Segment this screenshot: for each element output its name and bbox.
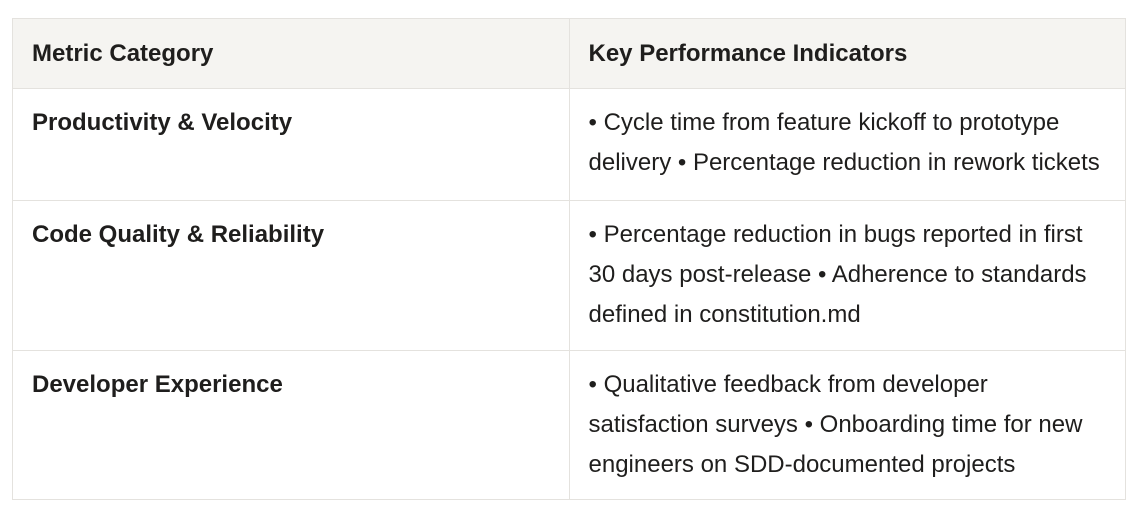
column-header-metric-category: Metric Category	[12, 18, 570, 89]
table-row: Developer Experience • Qualitative feedb…	[12, 350, 1126, 500]
column-header-key-performance-indicators: Key Performance Indicators	[568, 18, 1126, 89]
kpi-cell: • Qualitative feedback from developer sa…	[568, 350, 1126, 500]
kpi-cell: • Percentage reduction in bugs reported …	[568, 200, 1126, 351]
metric-category-cell: Developer Experience	[12, 350, 570, 500]
metric-category-cell: Code Quality & Reliability	[12, 200, 570, 351]
table-row: Productivity & Velocity • Cycle time fro…	[12, 88, 1126, 201]
table-row: Code Quality & Reliability • Percentage …	[12, 200, 1126, 351]
metrics-table: Metric Category Key Performance Indicato…	[12, 18, 1126, 500]
table-header-row: Metric Category Key Performance Indicato…	[12, 18, 1126, 89]
kpi-cell: • Cycle time from feature kickoff to pro…	[568, 88, 1126, 201]
metric-category-cell: Productivity & Velocity	[12, 88, 570, 201]
